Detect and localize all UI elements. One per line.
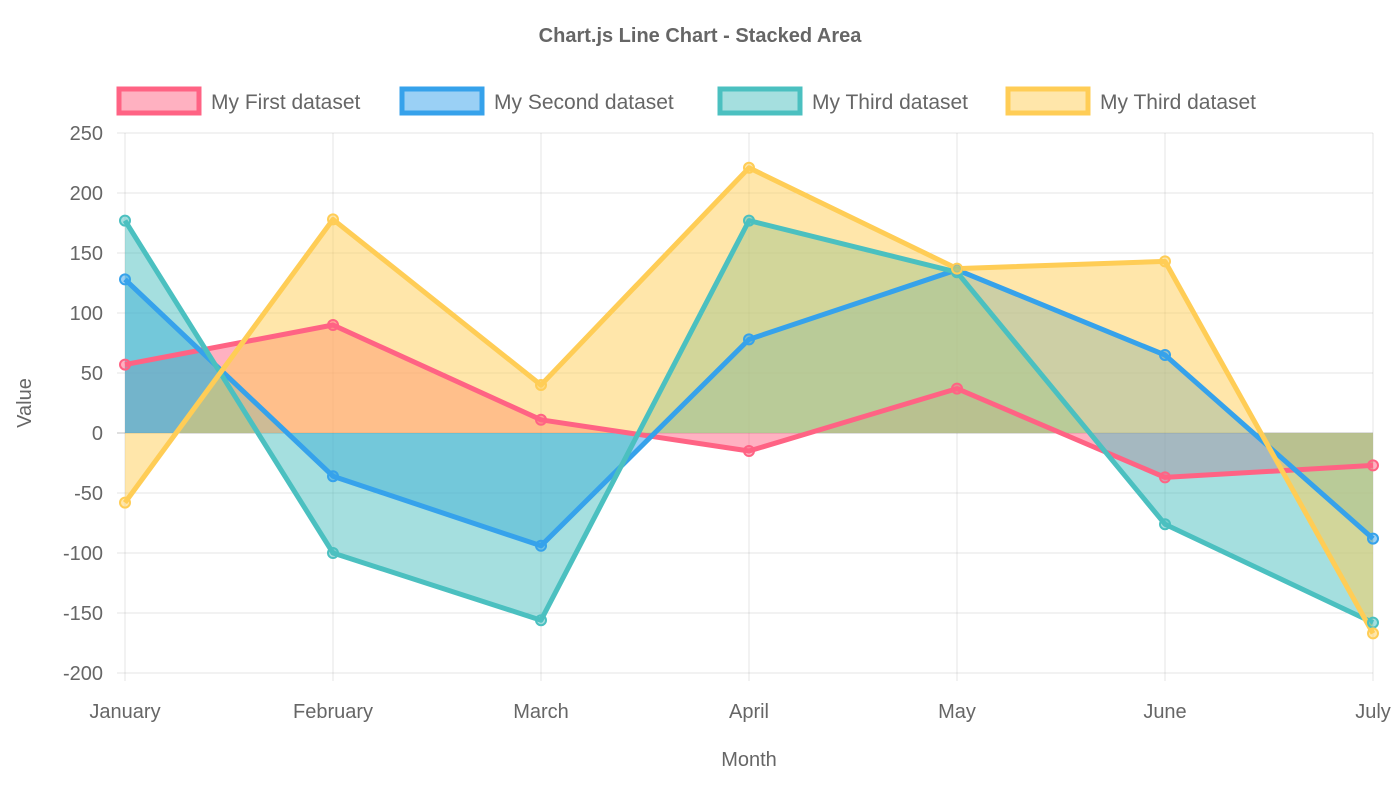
data-point xyxy=(743,333,755,346)
legend-swatch xyxy=(116,86,202,116)
data-point xyxy=(119,273,131,286)
legend-label: My Third dataset xyxy=(812,91,968,114)
data-point xyxy=(1367,532,1379,545)
data-point xyxy=(1367,459,1379,472)
data-point xyxy=(1159,349,1171,361)
y-tick-label: 50 xyxy=(81,363,103,385)
legend-swatch xyxy=(1005,86,1091,116)
data-point xyxy=(951,262,963,275)
y-tick-label: 200 xyxy=(70,183,103,205)
y-tick-label: -200 xyxy=(63,663,103,685)
x-tick-label: February xyxy=(293,701,373,723)
data-point xyxy=(1367,616,1379,629)
data-point xyxy=(1159,255,1171,268)
y-tick-label: 0 xyxy=(92,423,103,445)
data-points xyxy=(119,161,1379,640)
data-point xyxy=(327,470,339,483)
legend-label: My Second dataset xyxy=(494,91,674,114)
chart-title: Chart.js Line Chart - Stacked Area xyxy=(539,25,863,47)
legend-label: My First dataset xyxy=(211,91,361,114)
data-point xyxy=(327,319,339,331)
legend-swatch xyxy=(399,86,485,116)
axis-ticks: 250 200 150 100 50 0 -50 -100 -150 -200 January Feb… xyxy=(63,123,1391,723)
data-point xyxy=(1159,518,1171,531)
legend-label: My Third dataset xyxy=(1100,91,1256,114)
legend-item: My First dataset xyxy=(116,86,361,116)
y-tick-label: -150 xyxy=(63,603,103,625)
area-fills xyxy=(125,167,1373,634)
x-tick-label: April xyxy=(729,701,769,723)
x-tick-label: January xyxy=(89,701,160,723)
legend: My First dataset My Second dataset My Thir… xyxy=(116,86,1256,116)
legend-item: My Third dataset xyxy=(1005,86,1256,116)
data-point xyxy=(535,379,547,391)
data-point xyxy=(535,539,547,552)
y-tick-label: 100 xyxy=(70,303,103,325)
data-point xyxy=(535,413,547,426)
legend-item: My Second dataset xyxy=(399,86,674,116)
x-axis-label: Month xyxy=(721,749,777,771)
x-tick-label: May xyxy=(938,701,976,723)
y-tick-label: 150 xyxy=(70,243,103,265)
y-tick-label: -50 xyxy=(74,483,103,505)
area-fill-series-4 xyxy=(125,167,1373,634)
data-point xyxy=(327,547,339,559)
data-point xyxy=(1159,471,1171,484)
x-tick-label: March xyxy=(513,701,569,723)
data-point xyxy=(743,161,755,174)
x-tick-label: July xyxy=(1355,701,1391,723)
data-point xyxy=(951,382,963,395)
y-axis-label: Value xyxy=(14,378,36,428)
data-point xyxy=(119,214,131,227)
data-point xyxy=(1367,627,1379,640)
x-tick-label: June xyxy=(1143,701,1186,723)
data-point xyxy=(743,445,755,457)
y-tick-label: 250 xyxy=(70,123,103,145)
data-point xyxy=(743,214,755,227)
data-point xyxy=(535,614,547,627)
y-tick-label: -100 xyxy=(63,543,103,565)
data-point xyxy=(119,358,131,371)
data-point xyxy=(119,496,131,509)
data-point xyxy=(327,213,339,226)
legend-swatch xyxy=(717,86,803,116)
legend-item: My Third dataset xyxy=(717,86,968,116)
